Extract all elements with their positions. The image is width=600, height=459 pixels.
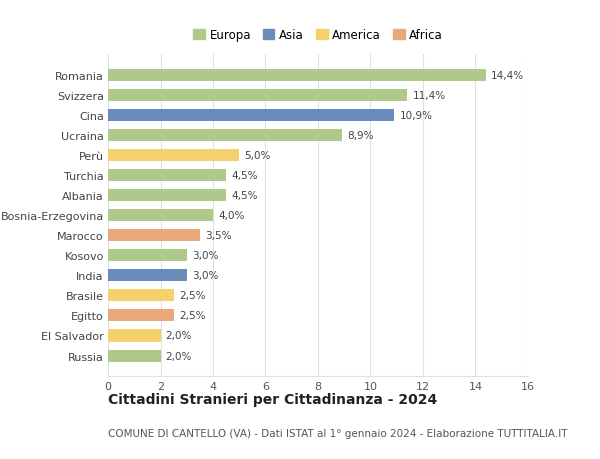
Text: 10,9%: 10,9%	[400, 111, 433, 121]
Bar	[108, 90, 407, 102]
Text: 4,5%: 4,5%	[232, 171, 258, 181]
Text: 3,5%: 3,5%	[205, 231, 232, 241]
Text: 8,9%: 8,9%	[347, 131, 373, 141]
Text: 11,4%: 11,4%	[412, 91, 446, 101]
Text: 2,0%: 2,0%	[166, 331, 192, 341]
Bar	[108, 350, 161, 362]
Bar	[108, 170, 226, 182]
Bar	[108, 250, 187, 262]
Bar	[108, 230, 200, 242]
Text: Cittadini Stranieri per Cittadinanza - 2024: Cittadini Stranieri per Cittadinanza - 2…	[108, 392, 437, 406]
Text: 3,0%: 3,0%	[192, 271, 218, 281]
Text: 2,5%: 2,5%	[179, 311, 205, 321]
Text: 5,0%: 5,0%	[245, 151, 271, 161]
Bar	[108, 150, 239, 162]
Bar	[108, 330, 161, 342]
Bar	[108, 190, 226, 202]
Bar	[108, 70, 486, 82]
Text: 2,0%: 2,0%	[166, 351, 192, 361]
Bar	[108, 110, 394, 122]
Text: 14,4%: 14,4%	[491, 71, 524, 81]
Text: 4,0%: 4,0%	[218, 211, 245, 221]
Bar	[108, 290, 173, 302]
Text: COMUNE DI CANTELLO (VA) - Dati ISTAT al 1° gennaio 2024 - Elaborazione TUTTITALI: COMUNE DI CANTELLO (VA) - Dati ISTAT al …	[108, 428, 568, 438]
Text: 2,5%: 2,5%	[179, 291, 205, 301]
Bar	[108, 130, 341, 142]
Text: 3,0%: 3,0%	[192, 251, 218, 261]
Bar	[108, 310, 173, 322]
Bar	[108, 270, 187, 282]
Bar	[108, 210, 213, 222]
Text: 4,5%: 4,5%	[232, 191, 258, 201]
Legend: Europa, Asia, America, Africa: Europa, Asia, America, Africa	[193, 29, 443, 42]
